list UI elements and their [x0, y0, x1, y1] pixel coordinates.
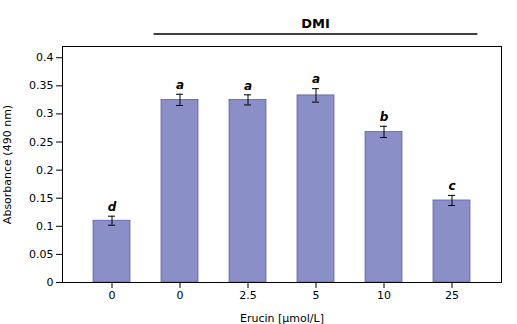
svg-text:b: b [380, 110, 389, 124]
svg-text:a: a [312, 72, 320, 86]
svg-text:0: 0 [47, 276, 54, 289]
svg-text:0.4: 0.4 [36, 51, 54, 64]
svg-text:0.05: 0.05 [29, 248, 54, 261]
svg-text:d: d [108, 200, 117, 214]
svg-text:0.2: 0.2 [36, 164, 54, 177]
svg-text:0.35: 0.35 [29, 79, 54, 92]
svg-text:c: c [448, 179, 455, 193]
svg-text:5: 5 [313, 289, 320, 302]
svg-text:10: 10 [377, 289, 391, 302]
svg-text:a: a [244, 79, 252, 93]
svg-text:a: a [176, 78, 184, 92]
svg-text:DMI: DMI [301, 16, 330, 31]
svg-text:0.1: 0.1 [36, 220, 54, 233]
svg-text:0.15: 0.15 [29, 192, 54, 205]
svg-text:Erucin [μmol/L]: Erucin [μmol/L] [240, 312, 324, 324]
svg-text:0: 0 [177, 289, 184, 302]
svg-text:Absorbance (490 nm): Absorbance (490 nm) [1, 105, 14, 224]
svg-text:0.25: 0.25 [29, 136, 54, 149]
svg-text:2.5: 2.5 [239, 289, 257, 302]
svg-text:25: 25 [445, 289, 459, 302]
svg-text:0.3: 0.3 [36, 107, 54, 120]
svg-text:0: 0 [109, 289, 116, 302]
